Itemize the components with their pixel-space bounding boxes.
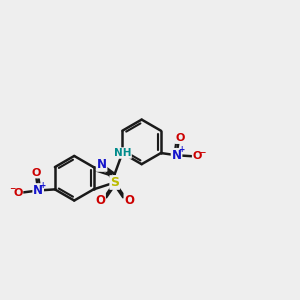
- Text: −: −: [10, 184, 16, 193]
- Text: S: S: [110, 176, 119, 189]
- Text: O: O: [176, 133, 185, 143]
- Text: O: O: [193, 152, 202, 161]
- Text: O: O: [95, 194, 105, 207]
- Text: N: N: [33, 184, 43, 197]
- Text: −: −: [199, 148, 205, 157]
- Text: O: O: [13, 188, 22, 198]
- Text: +: +: [178, 146, 184, 154]
- Text: O: O: [31, 168, 40, 178]
- Text: NH: NH: [114, 148, 131, 158]
- Text: O: O: [124, 194, 134, 207]
- Text: +: +: [39, 181, 46, 190]
- Text: N: N: [172, 149, 182, 162]
- Text: N: N: [97, 158, 106, 171]
